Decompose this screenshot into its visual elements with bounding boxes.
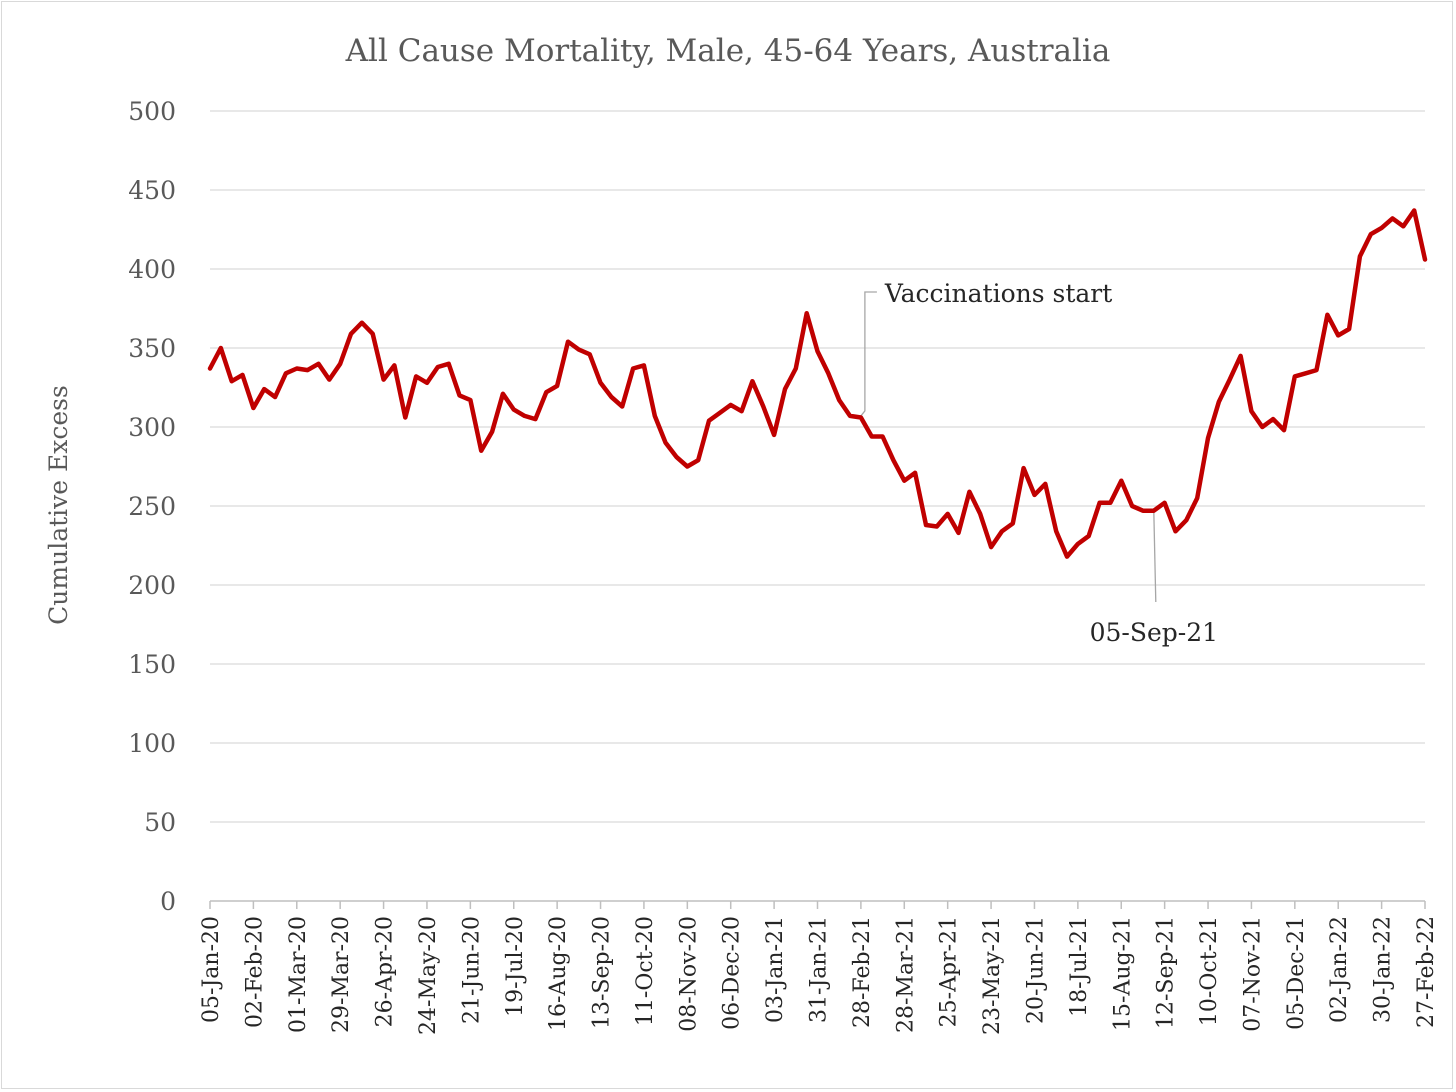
y-tick-label: 0	[160, 887, 176, 916]
x-tick-label: 16-Aug-20	[546, 916, 571, 1031]
x-tick-label: 07-Nov-21	[1240, 916, 1265, 1032]
annotation-vaccinations-start: Vaccinations start	[884, 279, 1112, 308]
x-tick-label: 29-Mar-20	[329, 916, 354, 1033]
gridlines	[210, 110, 1425, 823]
x-tick-label: 03-Jan-21	[763, 916, 788, 1023]
y-tick-label: 400	[128, 255, 176, 284]
y-tick-label: 250	[128, 492, 176, 521]
x-tick-label: 11-Oct-20	[633, 916, 658, 1026]
x-tick-label: 18-Jul-21	[1067, 916, 1092, 1017]
chart-title: All Cause Mortality, Male, 45-64 Years, …	[345, 33, 1111, 69]
annotation-date: 05-Sep-21	[1090, 618, 1218, 647]
y-tick-label: 200	[128, 571, 176, 600]
x-tick-label: 08-Nov-20	[676, 916, 701, 1032]
x-tick-label: 23-May-21	[980, 916, 1005, 1035]
series-line	[207, 208, 1428, 559]
x-tick-label: 02-Jan-22	[1327, 916, 1352, 1023]
y-axis-ticks: 0 50 100 150 200 250 300 350 400 450 500	[128, 97, 176, 916]
x-axis-ticks: 05-Jan-20 02-Feb-20 01-Mar-20 29-Mar-20 26-A…	[199, 901, 1439, 1035]
x-tick-label: 21-Jun-20	[459, 916, 484, 1024]
x-tick-label: 15-Aug-21	[1110, 916, 1135, 1031]
y-tick-label: 150	[128, 650, 176, 679]
x-tick-label: 01-Mar-20	[286, 916, 311, 1033]
x-tick-label: 25-Apr-21	[937, 916, 962, 1027]
x-tick-label: 28-Mar-21	[893, 916, 918, 1033]
x-tick-label: 30-Jan-22	[1371, 916, 1396, 1023]
x-tick-label: 10-Oct-21	[1197, 916, 1222, 1026]
x-tick-label: 24-May-20	[416, 916, 441, 1035]
x-tick-label: 26-Apr-20	[373, 916, 398, 1027]
y-tick-label: 100	[128, 729, 176, 758]
x-tick-label: 05-Dec-21	[1284, 916, 1309, 1030]
x-tick-label: 28-Feb-21	[850, 916, 875, 1028]
x-tick-label: 05-Jan-20	[199, 916, 224, 1023]
annotations: Vaccinations start 05-Sep-21	[860, 279, 1218, 647]
x-tick-label: 13-Sep-20	[590, 916, 615, 1029]
x-tick-label: 19-Jul-20	[503, 916, 528, 1017]
series-layer	[207, 208, 1428, 559]
y-tick-label: 350	[128, 334, 176, 363]
y-tick-label: 300	[128, 413, 176, 442]
x-tick-label: 02-Feb-20	[242, 916, 267, 1028]
annotation-leader	[1153, 510, 1157, 603]
x-tick-label: 31-Jan-21	[807, 916, 832, 1023]
x-tick-label: 12-Sep-21	[1154, 916, 1179, 1029]
y-tick-label: 500	[128, 97, 176, 126]
annotation-leader	[860, 291, 877, 417]
x-tick-label: 27-Feb-22	[1414, 916, 1439, 1028]
y-tick-label: 50	[144, 808, 176, 837]
x-tick-label: 06-Dec-20	[720, 916, 745, 1030]
y-axis-label: Cumulative Excess	[44, 385, 73, 625]
y-tick-label: 450	[128, 176, 176, 205]
x-tick-label: 20-Jun-21	[1023, 916, 1048, 1024]
